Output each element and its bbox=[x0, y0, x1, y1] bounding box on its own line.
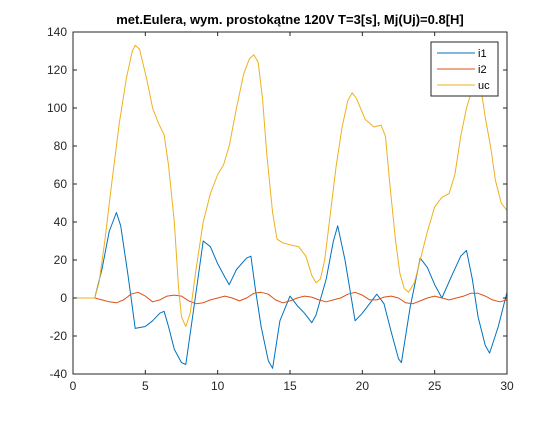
y-tick-label: 140 bbox=[47, 25, 67, 39]
legend: i1 i2 uc bbox=[430, 41, 499, 97]
y-tick-label: 20 bbox=[54, 253, 68, 267]
x-tick-label: 10 bbox=[211, 379, 225, 393]
x-tick-label: 15 bbox=[283, 379, 297, 393]
x-tick-label: 25 bbox=[428, 379, 442, 393]
chart-title: met.Eulera, wym. prostokątne 120V T=3[s]… bbox=[116, 12, 464, 27]
y-tick-label: -20 bbox=[50, 329, 68, 343]
x-tick-label: 5 bbox=[142, 379, 149, 393]
y-tick-label: 100 bbox=[47, 101, 67, 115]
y-tick-label: 40 bbox=[54, 215, 68, 229]
series-line-i2 bbox=[73, 291, 508, 305]
y-tick-label: -40 bbox=[50, 367, 68, 381]
legend-label-i2: i2 bbox=[478, 64, 487, 76]
series-layer bbox=[73, 44, 508, 369]
x-tick-label: 20 bbox=[356, 379, 370, 393]
series-line-i1 bbox=[73, 212, 508, 369]
y-tick-label: 120 bbox=[47, 63, 67, 77]
y-axis: -40 -20 0 20 40 60 80 100 120 140 bbox=[47, 25, 507, 381]
x-axis: 0 5 10 15 20 25 30 bbox=[70, 32, 514, 393]
x-tick-label: 0 bbox=[70, 379, 77, 393]
legend-label-uc: uc bbox=[478, 80, 490, 92]
y-tick-label: 60 bbox=[54, 177, 68, 191]
legend-label-i1: i1 bbox=[478, 48, 487, 60]
y-tick-label: 0 bbox=[60, 291, 67, 305]
y-tick-label: 80 bbox=[54, 139, 68, 153]
series-line-uc bbox=[73, 44, 508, 327]
x-tick-label: 30 bbox=[500, 379, 514, 393]
